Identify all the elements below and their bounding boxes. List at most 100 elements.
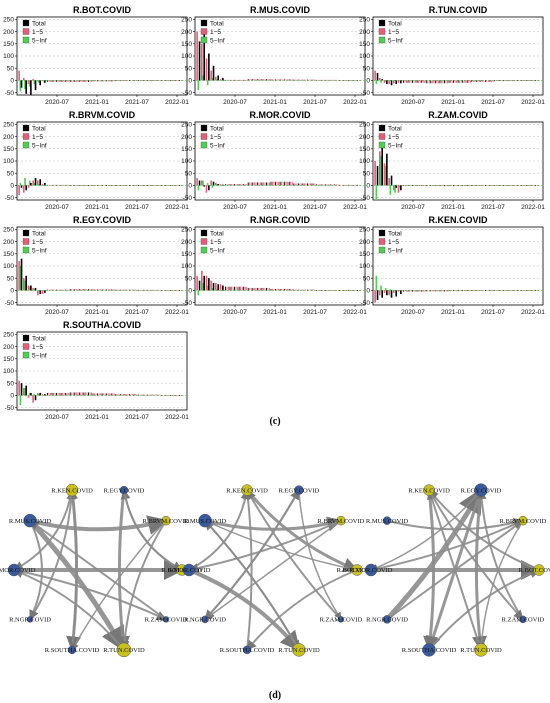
network-node — [26, 616, 34, 623]
bar-s5_inf — [19, 182, 22, 186]
bar-later — [97, 80, 99, 82]
bar-total — [203, 185, 205, 187]
bar-later — [174, 185, 176, 186]
bar-later — [489, 290, 491, 291]
bar-later — [156, 289, 158, 291]
bar-later — [497, 185, 499, 186]
bar-later — [524, 185, 526, 186]
bar-later — [177, 185, 179, 186]
bar-later — [332, 184, 334, 186]
bar-s5_inf — [375, 275, 378, 291]
panel-title: R.ZAM.COVID — [428, 110, 488, 120]
bar-later — [147, 80, 149, 81]
bar-later — [91, 80, 92, 82]
network-edge — [13, 569, 167, 621]
x-tick-label: 2021-01 — [263, 309, 287, 316]
y-tick-label: 50 — [185, 275, 193, 282]
bar-s1_5 — [219, 184, 222, 186]
bar-later — [433, 185, 435, 187]
bar-later — [264, 287, 266, 291]
bar-later — [410, 185, 412, 186]
bar-later — [469, 185, 471, 187]
y-tick-label: 100 — [359, 53, 370, 60]
bar-later — [266, 79, 267, 81]
bar-later — [132, 80, 133, 81]
y-tick-label: 50 — [7, 170, 15, 177]
bar-later — [139, 394, 141, 396]
network-node — [7, 563, 21, 577]
bar-later — [157, 394, 159, 396]
bar-later — [303, 183, 305, 186]
x-tick-label: 2022-01 — [521, 309, 545, 316]
bar-later — [325, 184, 327, 186]
bar-later — [104, 393, 106, 396]
bar-later — [118, 80, 120, 81]
bar-s5_inf — [38, 290, 40, 291]
bar-later — [468, 290, 470, 292]
bar-s5_inf — [380, 156, 382, 186]
bar-total — [212, 283, 215, 291]
x-tick-label: 2020-07 — [45, 204, 69, 211]
bar-s1_5 — [18, 261, 20, 291]
network-edge — [471, 489, 487, 652]
x-tick-label: 2021-07 — [125, 309, 149, 316]
bar-later — [483, 80, 485, 82]
bar-later — [259, 182, 261, 186]
bar-later — [174, 395, 176, 396]
bar-later — [129, 394, 130, 396]
bar-later — [462, 80, 464, 83]
bar-s1_5 — [388, 290, 390, 296]
bar-s1_5 — [379, 290, 381, 296]
bar-later — [83, 392, 85, 396]
bar-later — [59, 184, 61, 186]
bar-later — [313, 289, 314, 291]
bar-later — [133, 289, 135, 291]
network-edge — [204, 489, 300, 621]
bar-later — [48, 80, 50, 82]
bar-later — [459, 185, 461, 187]
network-edge — [119, 520, 167, 651]
bar-s1_5 — [374, 290, 376, 303]
bar-later — [151, 394, 153, 396]
x-tick-label: 2021-01 — [441, 204, 465, 211]
bar-later — [501, 290, 503, 291]
bar-later — [234, 184, 236, 186]
network-edge — [204, 519, 358, 571]
bar-later — [47, 80, 48, 82]
bar-later — [119, 394, 121, 396]
bar-later — [354, 80, 355, 81]
bar-total — [25, 275, 27, 291]
bar-s1_5 — [37, 392, 39, 396]
bar-later — [144, 185, 146, 186]
bar-later — [510, 80, 512, 82]
bar-later — [50, 80, 51, 82]
bar-later — [162, 290, 164, 291]
bar-later — [88, 185, 89, 186]
legend-label: 5−Inf — [210, 143, 225, 150]
bar-later — [494, 290, 496, 291]
bar-later — [416, 80, 418, 83]
network-node-label: R.EGY.COVID — [279, 487, 320, 494]
network-node-label: R.TUN.COVID — [460, 647, 502, 654]
bar-later — [142, 185, 144, 186]
bar-later — [243, 286, 245, 291]
bar-later — [296, 183, 298, 186]
bar-later — [503, 290, 505, 291]
bar-later — [529, 290, 530, 291]
bar-later — [529, 80, 530, 81]
bar-later — [75, 289, 77, 291]
bar-later — [226, 286, 228, 291]
bar-later — [453, 290, 455, 292]
network-node — [533, 564, 545, 576]
bar-total — [25, 80, 27, 94]
bar-later — [278, 79, 280, 81]
bar-total — [386, 290, 388, 296]
bar-later — [296, 79, 298, 81]
bar-later — [422, 290, 424, 292]
network-edge — [114, 489, 130, 652]
bar-later — [475, 185, 477, 186]
bar-later — [133, 394, 135, 396]
bar-later — [138, 289, 140, 291]
bar-later — [148, 289, 150, 291]
